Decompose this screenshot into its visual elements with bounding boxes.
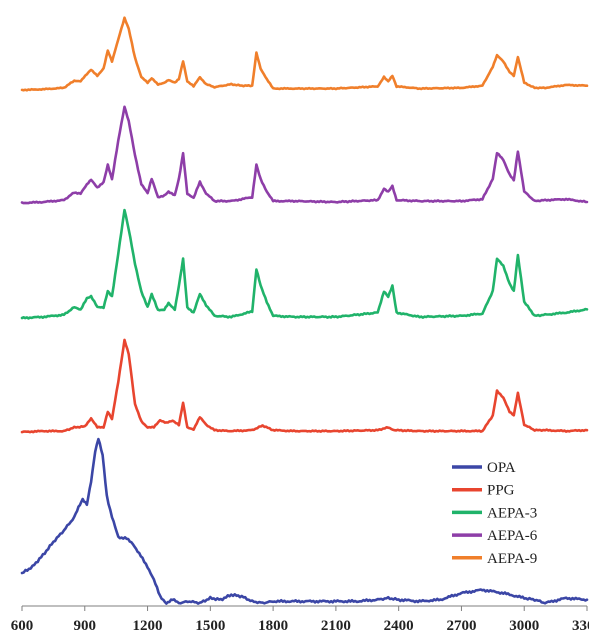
series-line-opa xyxy=(20,437,589,605)
x-tick-label: 600 xyxy=(11,618,34,633)
x-axis: 600 900 1200 1500 1800 2100 2400 2700 3000 3300 xyxy=(11,605,589,633)
legend-label-ppg: PPG xyxy=(487,483,515,499)
series-layer xyxy=(20,16,589,605)
x-tick-label: 3000 xyxy=(509,618,539,633)
x-tick-label: 2700 xyxy=(446,618,476,633)
x-tick-label: 1200 xyxy=(133,618,163,633)
series-line-aepa-3 xyxy=(20,208,589,320)
x-tick-label: 900 xyxy=(74,618,97,633)
legend-label-aepa-6: AEPA-6 xyxy=(487,528,538,544)
x-tick-label: 2100 xyxy=(321,618,351,633)
legend: OPA PPG AEPA-3 AEPA-6 AEPA-9 xyxy=(452,460,538,567)
legend-label-aepa-9: AEPA-9 xyxy=(487,551,537,567)
series-line-aepa-9 xyxy=(20,16,589,92)
x-tick-label: 2400 xyxy=(384,618,414,633)
x-tick-label: 1500 xyxy=(195,618,225,633)
series-line-ppg xyxy=(20,338,589,434)
series-line-aepa-6 xyxy=(20,105,589,205)
x-tick-label: 3300 xyxy=(572,618,589,633)
x-tick-label: 1800 xyxy=(258,618,288,633)
legend-label-aepa-3: AEPA-3 xyxy=(487,505,537,521)
legend-label-opa: OPA xyxy=(487,460,516,476)
